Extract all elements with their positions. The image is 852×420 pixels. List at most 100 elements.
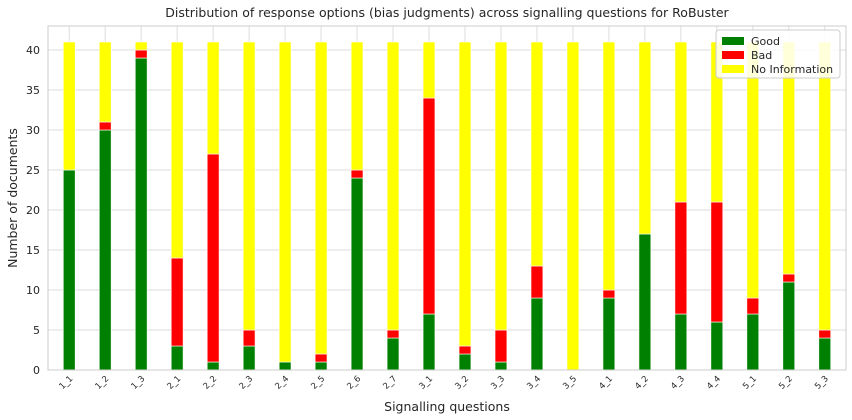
bar-segment bbox=[242, 345, 256, 371]
bar-segment bbox=[818, 329, 832, 339]
chart-title: Distribution of response options (bias j… bbox=[165, 5, 729, 20]
bar-segment bbox=[170, 41, 184, 259]
bar-segment bbox=[98, 41, 112, 123]
bar-segment bbox=[134, 41, 148, 51]
bar-segment bbox=[602, 297, 616, 371]
bar-segment bbox=[674, 313, 688, 371]
x-tick-label: 5_2 bbox=[777, 374, 795, 392]
bar-segment bbox=[638, 41, 652, 235]
bar-segment bbox=[134, 57, 148, 371]
x-tick-label: 1_1 bbox=[58, 374, 76, 392]
plot-frame bbox=[47, 25, 847, 371]
bar-segment bbox=[494, 329, 508, 363]
bar-segment bbox=[458, 353, 472, 371]
bar-segment bbox=[710, 321, 724, 371]
bar-segment bbox=[530, 41, 544, 267]
x-axis-label: Signalling questions bbox=[384, 399, 510, 414]
x-tick-label: 2_5 bbox=[309, 374, 327, 392]
legend-swatch bbox=[722, 65, 744, 73]
x-tick-label: 2_7 bbox=[381, 374, 399, 392]
x-tick-label: 4_2 bbox=[633, 374, 651, 392]
bar-segment bbox=[98, 129, 112, 371]
bar-segment bbox=[458, 41, 472, 347]
bar-segment bbox=[242, 41, 256, 331]
bar-segment bbox=[170, 345, 184, 371]
bar-segment bbox=[170, 257, 184, 347]
x-tick-label: 5_3 bbox=[813, 374, 831, 392]
x-tick-label: 3_4 bbox=[525, 374, 543, 392]
x-tick-label: 2_1 bbox=[166, 374, 184, 392]
y-axis-label: Number of documents bbox=[5, 128, 20, 268]
bar-segment bbox=[674, 201, 688, 315]
bar-segment bbox=[98, 121, 112, 131]
bar-segment bbox=[386, 329, 400, 339]
y-tick-label: 0 bbox=[33, 364, 40, 377]
bar-segment bbox=[566, 41, 580, 371]
bar-segment bbox=[206, 153, 220, 363]
bar-segment bbox=[386, 41, 400, 331]
bar-segment bbox=[710, 201, 724, 323]
bar-segment bbox=[782, 273, 796, 283]
bar-segment bbox=[530, 297, 544, 371]
bar-segment bbox=[206, 41, 220, 155]
bars bbox=[62, 41, 832, 371]
y-tick-label: 25 bbox=[26, 164, 40, 177]
bar-segment bbox=[134, 49, 148, 59]
x-tick-label: 3_3 bbox=[489, 374, 507, 392]
legend-label: Good bbox=[751, 35, 780, 48]
legend-label: No Information bbox=[751, 63, 833, 76]
bar-segment bbox=[494, 361, 508, 371]
bar-segment bbox=[458, 345, 472, 355]
bar-segment bbox=[62, 41, 76, 171]
x-tick-labels: 1_1 1_2 1_3 2_1 2_2 2_3 2_4 2_5 2_6 2_7 3_1 3_2 3_3 3… bbox=[58, 374, 831, 392]
x-tick-label: 1_2 bbox=[94, 374, 112, 392]
bar-segment bbox=[602, 289, 616, 299]
x-tick-label: 4_3 bbox=[669, 374, 687, 392]
x-tick-label: 3_1 bbox=[417, 374, 435, 392]
y-tick-label: 5 bbox=[33, 324, 40, 337]
bar-segment bbox=[350, 177, 364, 371]
bar-segment bbox=[386, 337, 400, 371]
legend-box bbox=[715, 29, 841, 79]
bar-segment bbox=[206, 361, 220, 371]
x-tick-label: 3_2 bbox=[453, 374, 471, 392]
x-tick-label: 4_1 bbox=[597, 374, 615, 392]
y-tick-label: 40 bbox=[26, 44, 40, 57]
bar-segment bbox=[638, 233, 652, 371]
y-tick-label: 10 bbox=[26, 284, 40, 297]
bar-segment bbox=[314, 361, 328, 371]
y-tick-labels: 0 5 10 15 20 25 30 35 40 bbox=[26, 44, 40, 377]
bar-segment bbox=[314, 353, 328, 363]
x-tick-label: 3_5 bbox=[561, 374, 579, 392]
x-tick-label: 1_3 bbox=[130, 374, 148, 392]
x-tick-label: 2_3 bbox=[238, 374, 256, 392]
bar-segment bbox=[818, 337, 832, 371]
bar-segment bbox=[818, 41, 832, 331]
y-tick-label: 15 bbox=[26, 244, 40, 257]
legend-swatch bbox=[722, 51, 744, 59]
bar-segment bbox=[746, 41, 760, 299]
bar-segment bbox=[494, 41, 508, 331]
bar-segment bbox=[530, 265, 544, 299]
bar-segment bbox=[350, 169, 364, 179]
bar-segment bbox=[746, 297, 760, 315]
x-tick-label: 2_4 bbox=[273, 374, 291, 392]
x-tick-label: 5_1 bbox=[741, 374, 759, 392]
legend-label: Bad bbox=[751, 49, 772, 62]
y-tick-label: 35 bbox=[26, 84, 40, 97]
y-tick-label: 30 bbox=[26, 124, 40, 137]
bar-segment bbox=[422, 97, 436, 315]
x-tick-label: 2_2 bbox=[202, 374, 220, 392]
bar-segment bbox=[674, 41, 688, 203]
bar-segment bbox=[782, 281, 796, 371]
bar-segment bbox=[602, 41, 616, 291]
bar-segment bbox=[278, 41, 292, 363]
y-tick-label: 20 bbox=[26, 204, 40, 217]
x-tick-label: 2_6 bbox=[345, 374, 363, 392]
bar-segment bbox=[242, 329, 256, 347]
legend-swatch bbox=[722, 37, 744, 45]
bar-segment bbox=[746, 313, 760, 371]
bar-segment bbox=[350, 41, 364, 171]
